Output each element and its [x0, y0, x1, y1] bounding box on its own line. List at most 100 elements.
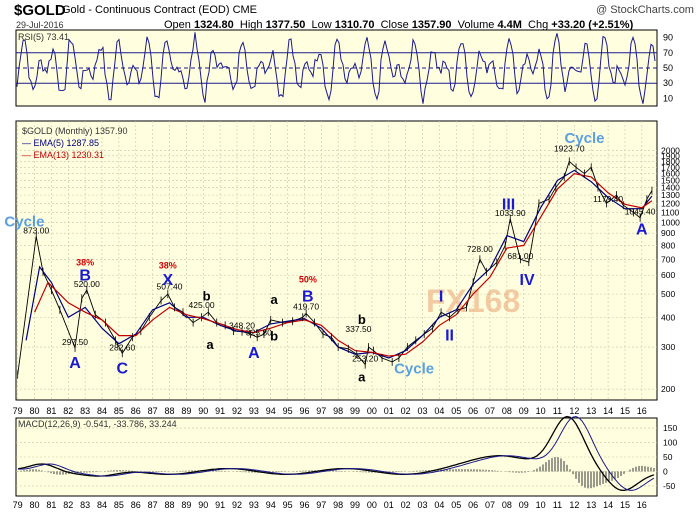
x-tick-label: 00 — [367, 500, 377, 510]
macd-tick-label: 100 — [663, 438, 677, 448]
macd-label: MACD(12,26,9) -0.541, -33.786, 33.244 — [18, 419, 177, 429]
rsi-line — [16, 32, 656, 104]
x-tick-label: 90 — [198, 406, 208, 416]
x-tick-label: 12 — [569, 406, 579, 416]
price-tick-label: 300 — [661, 342, 675, 352]
x-tick-label: 92 — [232, 406, 242, 416]
x-tick-label: 16 — [637, 406, 647, 416]
x-tick-label: 88 — [164, 500, 174, 510]
x-tick-label: 94 — [266, 500, 276, 510]
ohlc-readout: Open 1324.80 High 1377.50 Low 1310.70 Cl… — [164, 19, 634, 31]
price-tick-label: 1600 — [661, 169, 680, 179]
price-tick-label: 1900 — [661, 151, 680, 161]
macd-tick-label: -50 — [663, 481, 676, 491]
price-annotation: 507.40 — [157, 282, 183, 292]
x-tick-label: 02 — [401, 406, 411, 416]
x-tick-label: 15 — [620, 500, 630, 510]
price-panel: 2000190018001700160015001400130012001100… — [4, 120, 680, 416]
x-tick-label: 08 — [502, 500, 512, 510]
x-tick-label: 90 — [198, 500, 208, 510]
x-tick-label: 01 — [384, 406, 394, 416]
x-tick-label: 82 — [63, 500, 73, 510]
x-tick-label: 88 — [164, 406, 174, 416]
wave-label: b — [270, 328, 278, 343]
price-tick-label: 900 — [661, 228, 675, 238]
x-tick-label: 84 — [97, 500, 107, 510]
x-tick-label: 80 — [30, 500, 40, 510]
macd-tick-label: 50 — [663, 452, 673, 462]
rsi-label: RSI(5) 73.41 — [18, 32, 70, 42]
x-tick-label: 07 — [485, 500, 495, 510]
wave-label: a — [358, 370, 366, 385]
ema13-legend: — EMA(13) 1230.31 — [22, 150, 105, 160]
wave-label: 38% — [159, 261, 177, 271]
x-tick-label: 89 — [181, 500, 191, 510]
x-tick-label: 03 — [418, 406, 428, 416]
wave-label: III — [502, 197, 515, 214]
x-tick-label: 83 — [80, 500, 90, 510]
price-annotation: 297.50 — [62, 337, 88, 347]
x-tick-label: 05 — [451, 406, 461, 416]
instrument-name: Gold - Continuous Contract (EOD) CME — [62, 4, 258, 16]
price-tick-label: 1400 — [661, 182, 680, 192]
price-annotation: 425.00 — [189, 300, 215, 310]
price-annotation: 348.20 — [229, 321, 255, 331]
credit-text: @ StockCharts.com — [596, 4, 694, 16]
price-tick-label: 600 — [661, 270, 675, 280]
wave-label: 50% — [299, 274, 317, 284]
x-tick-label: 06 — [468, 500, 478, 510]
x-tick-label: 05 — [451, 500, 461, 510]
x-tick-label: 12 — [569, 500, 579, 510]
macd-line — [17, 415, 655, 492]
price-tick-label: 2000 — [661, 145, 680, 155]
wave-label: A — [636, 221, 648, 238]
x-tick-label: 14 — [603, 406, 613, 416]
x-tick-label: 79 — [13, 406, 23, 416]
x-tick-label: 09 — [519, 406, 529, 416]
price-annotation: 873.00 — [23, 225, 49, 235]
price-annotation: 1045.40 — [625, 207, 656, 217]
price-tick-label: 400 — [661, 312, 675, 322]
price-annotation: 337.50 — [345, 324, 371, 334]
symbol-title: $GOLD — [14, 2, 66, 19]
price-tick-label: 1100 — [661, 207, 680, 217]
x-tick-label: 97 — [316, 406, 326, 416]
x-tick-label: 10 — [536, 500, 546, 510]
x-tick-label: 91 — [215, 500, 225, 510]
x-tick-label: 04 — [434, 406, 444, 416]
price-tick-label: 1800 — [661, 156, 680, 166]
wave-label: A — [248, 345, 260, 362]
price-annotation: 1033.90 — [495, 208, 526, 218]
x-tick-label: 96 — [299, 500, 309, 510]
wave-label: Cycle — [394, 361, 434, 378]
wave-label: A — [69, 355, 81, 372]
x-tick-label: 15 — [620, 406, 630, 416]
x-tick-label: 89 — [181, 406, 191, 416]
price-annotation: 1179.40 — [593, 194, 623, 204]
x-tick-label: 14 — [603, 500, 613, 510]
price-tick-label: 1300 — [661, 190, 680, 200]
x-tick-label: 92 — [232, 500, 242, 510]
price-annotation: 253.20 — [352, 354, 378, 364]
x-tick-label: 07 — [485, 406, 495, 416]
rsi-tick-label: 50 — [663, 63, 673, 73]
wave-label: II — [445, 327, 454, 344]
x-tick-label: 99 — [350, 406, 360, 416]
x-tick-label: 08 — [502, 406, 512, 416]
price-tick-label: 200 — [661, 384, 675, 394]
x-tick-label: 06 — [468, 406, 478, 416]
wave-label: B — [79, 268, 91, 285]
price-tick-label: 1200 — [661, 198, 680, 208]
price-annotation: 681.00 — [507, 251, 533, 261]
x-tick-label: 87 — [148, 500, 158, 510]
x-tick-label: 11 — [553, 406, 562, 416]
wave-label: 38% — [76, 257, 94, 267]
rsi-tick-label: 10 — [663, 93, 673, 103]
wave-label: a — [270, 292, 278, 307]
chart-date: 29-Jul-2016 — [16, 20, 64, 30]
x-tick-label: 87 — [148, 406, 158, 416]
price-tick-label: 800 — [661, 240, 675, 250]
rsi-panel: 90 70 50 30 10 — [15, 29, 673, 107]
wave-label: Cycle — [564, 130, 604, 147]
